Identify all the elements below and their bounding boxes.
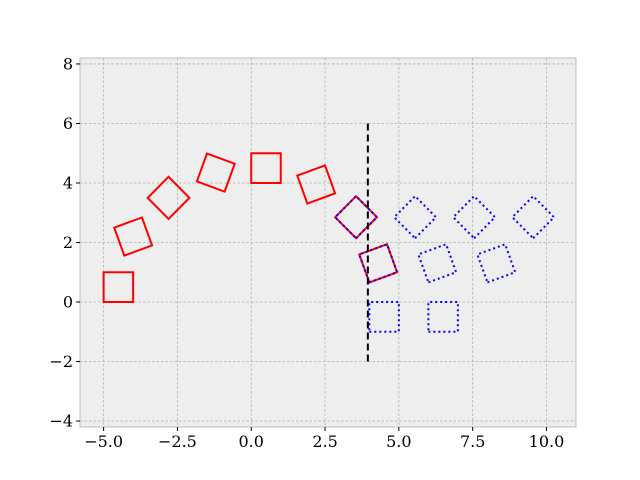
solid-red-square bbox=[295, 164, 337, 205]
solid-red-square bbox=[333, 194, 379, 240]
y-tick-label: −2 bbox=[49, 352, 73, 371]
x-tick-label: −2.5 bbox=[158, 432, 197, 451]
solid-red-square bbox=[195, 152, 237, 193]
y-tick-label: −4 bbox=[49, 412, 73, 431]
y-tick-label: 0 bbox=[63, 293, 73, 312]
solid-red-square bbox=[112, 216, 154, 257]
x-tick-label: 5.0 bbox=[386, 432, 411, 451]
marks-layer bbox=[102, 123, 556, 362]
x-tick-label: 7.5 bbox=[460, 432, 485, 451]
x-tick-label: 10.0 bbox=[529, 432, 565, 451]
x-tick-label: 0.0 bbox=[239, 432, 264, 451]
axes-layer: −5.0 −2.5 0.0 2.5 5.0 7.5 10.0 −4 −2 0 2 4 6 8 bbox=[49, 54, 577, 451]
solid-red-square bbox=[146, 175, 191, 221]
y-tick-label: 8 bbox=[63, 54, 73, 73]
y-tick-label: 2 bbox=[63, 233, 73, 252]
x-tick-label: −5.0 bbox=[84, 432, 123, 451]
solid-red-square bbox=[102, 271, 135, 304]
solid-red-square bbox=[357, 242, 399, 284]
solid-red-square bbox=[250, 152, 282, 184]
y-tick-label: 6 bbox=[63, 114, 73, 133]
grid-layer bbox=[80, 58, 576, 427]
y-tick-label: 4 bbox=[63, 173, 73, 192]
x-tick-label: 2.5 bbox=[312, 432, 337, 451]
